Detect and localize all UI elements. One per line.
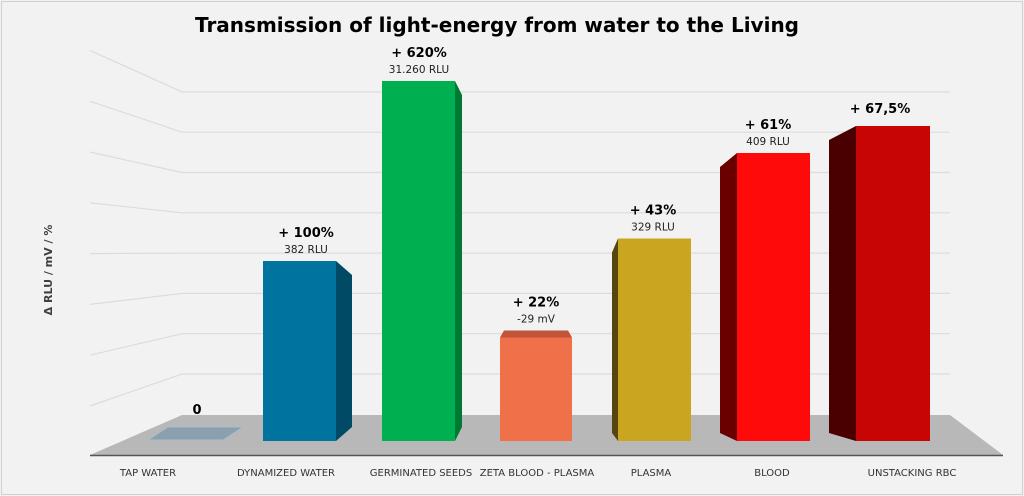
bar — [618, 238, 691, 441]
gridline — [89, 333, 950, 356]
gridline — [89, 100, 950, 133]
percent-label: + 620% — [391, 46, 447, 61]
value-label: 329 RLU — [631, 222, 675, 234]
bar — [737, 153, 810, 441]
bar-side — [612, 238, 618, 441]
category-label: TAP WATER — [119, 468, 176, 479]
bar-side — [829, 126, 856, 441]
category-label: GERMINATED SEEDS — [370, 468, 472, 479]
gridline — [89, 49, 950, 93]
category-label: BLOOD — [754, 468, 790, 479]
category-label: DYNAMIZED WATER — [237, 468, 335, 479]
bar-top — [500, 330, 572, 338]
percent-label: + 100% — [278, 226, 334, 241]
value-label: 382 RLU — [284, 244, 328, 256]
category-label: ZETA BLOOD - PLASMA — [480, 468, 595, 479]
value-label: 31.260 RLU — [389, 64, 449, 76]
bar — [263, 261, 336, 441]
percent-label: 0 — [192, 403, 201, 418]
y-axis-label: Δ RLU / mV / % — [42, 225, 55, 316]
bar-side — [455, 81, 462, 441]
gridline — [89, 202, 950, 214]
percent-label: + 61% — [745, 118, 792, 133]
percent-label: + 22% — [513, 296, 560, 311]
percent-label: + 43% — [630, 204, 677, 219]
bar-side — [336, 261, 352, 441]
bar-side — [720, 153, 737, 441]
category-label: PLASMA — [631, 468, 672, 479]
category-label: UNSTACKING RBC — [868, 468, 957, 479]
bar — [382, 81, 455, 441]
value-label: -29 mV — [517, 314, 556, 326]
gridline — [89, 252, 950, 255]
value-label: 409 RLU — [746, 136, 790, 148]
bar — [856, 126, 930, 441]
bar-flat — [146, 426, 245, 441]
gridline — [89, 373, 950, 407]
gridline — [89, 292, 950, 305]
gridline — [89, 151, 950, 174]
chart-title: Transmission of light-energy from water … — [195, 13, 799, 37]
percent-label: + 67,5% — [850, 102, 911, 117]
bar — [500, 337, 572, 441]
